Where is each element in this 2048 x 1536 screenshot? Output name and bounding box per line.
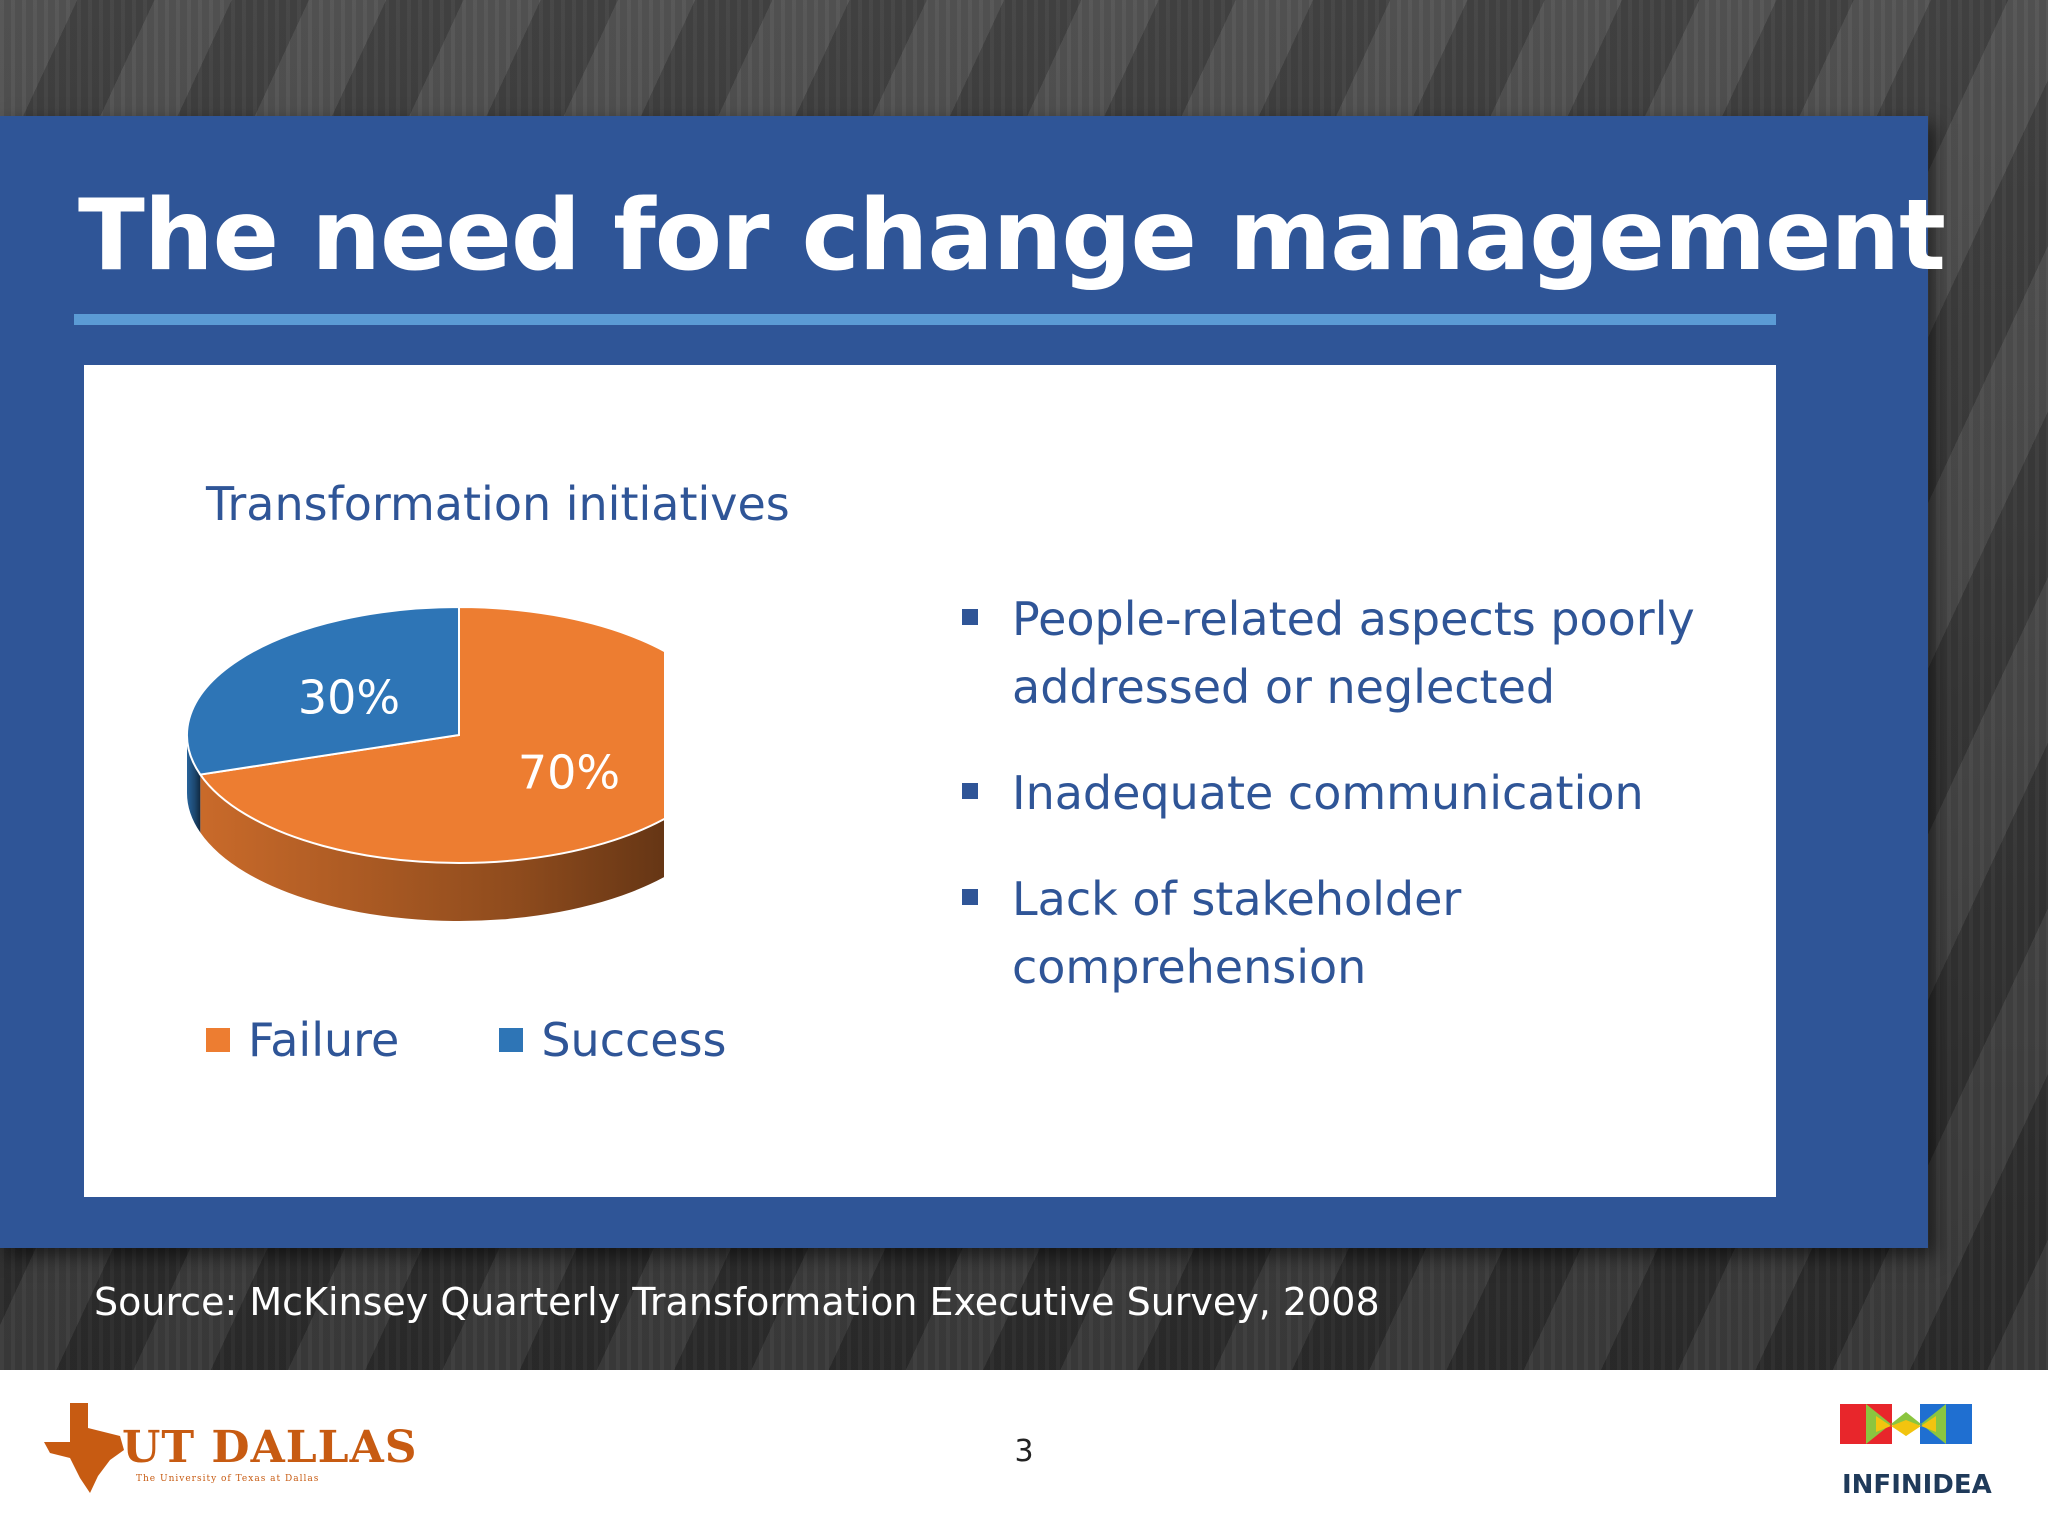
chart-legend: Failure Success [206, 1005, 827, 1075]
bullet-list: People-related aspects poorly addressed … [954, 585, 1734, 1039]
pie-slice-failure [198, 605, 664, 864]
bullet-item: Inadequate communication [954, 759, 1734, 827]
pie-side-success [187, 735, 201, 833]
legend-label-failure: Failure [248, 1013, 400, 1067]
content-card: Transformation initiatives 70% 30% Failur… [84, 365, 1776, 1197]
square-bullet-icon [962, 609, 978, 625]
texas-map-icon [44, 1403, 124, 1493]
pie-side-failure [200, 774, 664, 921]
legend-item-success: Success [499, 1013, 727, 1067]
legend-swatch-failure [206, 1028, 230, 1052]
pie-data-label-failure: 70% [518, 746, 620, 800]
bullet-text: People-related aspects poorly addressed … [1012, 592, 1695, 714]
pie-data-label-success: 30% [298, 670, 400, 724]
square-bullet-icon [962, 889, 978, 905]
infinidea-logo-text: INFINIDEA [1842, 1470, 1992, 1500]
legend-label-success: Success [541, 1013, 727, 1067]
infinidea-logo-icon [1840, 1404, 1972, 1444]
chart-title: Transformation initiatives [206, 477, 790, 531]
bullet-item: People-related aspects poorly addressed … [954, 585, 1734, 721]
legend-swatch-success [499, 1028, 524, 1052]
footer: UT DALLAS The University of Texas at Dal… [0, 1370, 2048, 1536]
page-number: 3 [1014, 1434, 1034, 1469]
legend-item-failure: Failure [206, 1013, 399, 1067]
pie-chart: 70% 30% [186, 605, 664, 921]
bullet-text: Lack of stakeholder comprehension [1012, 872, 1462, 994]
bullet-text: Inadequate communication [1012, 766, 1644, 820]
title-underline [74, 314, 1776, 325]
square-bullet-icon [962, 783, 978, 799]
ut-dallas-logo-text: UT DALLAS [122, 1422, 418, 1473]
bullet-item: Lack of stakeholder comprehension [954, 865, 1734, 1001]
source-citation: Source: McKinsey Quarterly Transformatio… [94, 1280, 1380, 1324]
slide-title: The need for change management [78, 179, 1946, 293]
ut-dallas-logo-subtitle: The University of Texas at Dallas [136, 1474, 320, 1484]
pie-slice-success [186, 605, 460, 776]
